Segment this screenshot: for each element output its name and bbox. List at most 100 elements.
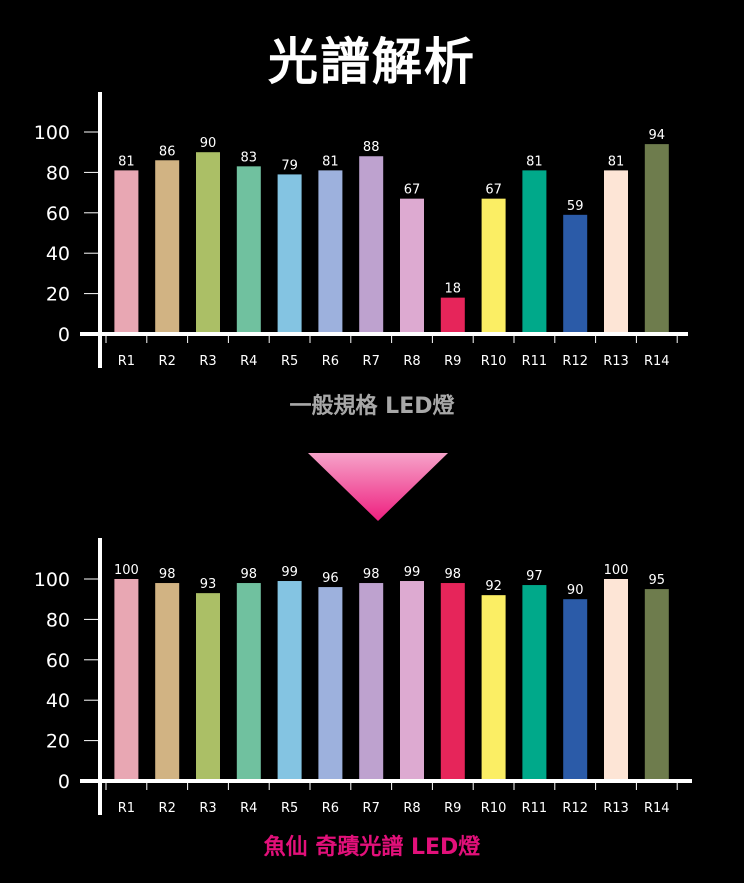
x-tick-label: R9: [444, 801, 461, 816]
x-tick-label: R8: [403, 354, 420, 369]
value-label: 67: [404, 183, 421, 198]
bar-R3: [196, 152, 220, 334]
bar-R5: [277, 174, 302, 334]
y-tick-label: 20: [46, 284, 70, 306]
value-label: 100: [114, 563, 139, 578]
chart-miracle-led-caption: 魚仙 奇蹟光譜 LED燈: [263, 835, 481, 860]
x-tick-label: R11: [522, 801, 548, 816]
bar-R10: [481, 595, 506, 781]
value-label: 100: [604, 563, 629, 578]
bar-R7: [359, 583, 384, 781]
value-label: 83: [241, 150, 258, 165]
x-tick-label: R6: [322, 354, 339, 369]
value-label: 97: [526, 569, 543, 584]
x-tick-label: R2: [159, 354, 176, 369]
y-tick-label: 80: [46, 162, 70, 184]
value-label: 98: [241, 567, 258, 582]
bar-R3: [196, 593, 220, 781]
y-tick-label: 0: [58, 324, 70, 346]
bar-R2: [155, 160, 180, 334]
bar-R2: [155, 583, 180, 781]
x-tick-label: R11: [522, 354, 548, 369]
bar-R10: [481, 198, 506, 334]
y-tick-label: 100: [34, 569, 70, 591]
value-label: 81: [608, 154, 625, 169]
bar-R6: [318, 170, 343, 334]
bar-R5: [277, 581, 302, 781]
value-label: 99: [404, 565, 421, 580]
y-tick-label: 60: [46, 650, 70, 672]
x-tick-label: R1: [118, 354, 135, 369]
value-label: 95: [649, 573, 666, 588]
page-title: 光譜解析: [268, 33, 476, 91]
bar-R11: [522, 585, 547, 781]
x-tick-label: R5: [281, 801, 298, 816]
x-tick-label: R8: [403, 801, 420, 816]
x-tick-label: R14: [644, 354, 670, 369]
value-label: 81: [118, 154, 135, 169]
value-label: 90: [200, 136, 217, 151]
bar-R9: [440, 297, 465, 334]
value-label: 79: [281, 158, 298, 173]
bar-R1: [114, 170, 139, 334]
value-label: 86: [159, 144, 176, 159]
value-label: 81: [526, 154, 543, 169]
value-label: 99: [281, 565, 298, 580]
x-tick-label: R9: [444, 354, 461, 369]
bar-R14: [644, 589, 669, 781]
bar-R13: [604, 579, 628, 781]
bar-R1: [114, 579, 139, 781]
x-tick-label: R13: [603, 801, 629, 816]
bar-R4: [236, 583, 261, 781]
x-tick-label: R10: [481, 801, 507, 816]
value-label: 90: [567, 583, 584, 598]
y-tick-label: 60: [46, 203, 70, 225]
bar-R8: [400, 581, 424, 781]
chart-standard-led-caption: 一般規格 LED燈: [289, 394, 455, 419]
y-tick-label: 100: [34, 122, 70, 144]
bar-R13: [604, 170, 628, 334]
value-label: 98: [363, 567, 380, 582]
x-tick-label: R12: [562, 801, 588, 816]
value-label: 96: [322, 571, 339, 586]
value-label: 88: [363, 140, 380, 155]
down-arrow-icon: [308, 453, 448, 521]
bar-R14: [644, 144, 669, 334]
value-label: 67: [485, 183, 502, 198]
x-tick-label: R4: [240, 354, 257, 369]
x-tick-label: R3: [199, 354, 216, 369]
value-label: 92: [485, 579, 502, 594]
value-label: 94: [649, 128, 666, 143]
x-tick-label: R1: [118, 801, 135, 816]
value-label: 59: [567, 199, 584, 214]
chart-standard-led: 0 20 40 60 80 100 81 R1 86 R2 90 R3 83 R4 79 R5 81 R6 88 R7…: [34, 92, 688, 369]
x-tick-label: R6: [322, 801, 339, 816]
y-tick-label: 40: [46, 690, 70, 712]
x-tick-label: R7: [363, 801, 380, 816]
bar-R8: [400, 198, 424, 334]
y-tick-label: 0: [58, 771, 70, 793]
x-tick-label: R14: [644, 801, 670, 816]
bar-R12: [563, 214, 588, 334]
x-tick-label: R3: [199, 801, 216, 816]
value-label: 81: [322, 154, 339, 169]
y-tick-label: 80: [46, 609, 70, 631]
value-label: 98: [159, 567, 176, 582]
bar-R11: [522, 170, 547, 334]
bar-R7: [359, 156, 384, 334]
x-tick-label: R12: [562, 354, 588, 369]
x-tick-label: R2: [159, 801, 176, 816]
x-tick-label: R13: [603, 354, 629, 369]
bar-R4: [236, 166, 261, 334]
x-tick-label: R5: [281, 354, 298, 369]
bar-R12: [563, 599, 588, 781]
y-tick-label: 20: [46, 731, 70, 753]
bar-R6: [318, 587, 343, 781]
x-tick-label: R7: [363, 354, 380, 369]
value-label: 98: [445, 567, 462, 582]
x-tick-label: R4: [240, 801, 257, 816]
y-tick-label: 40: [46, 243, 70, 265]
x-tick-label: R10: [481, 354, 507, 369]
value-label: 18: [445, 282, 462, 297]
bar-R9: [440, 583, 465, 781]
